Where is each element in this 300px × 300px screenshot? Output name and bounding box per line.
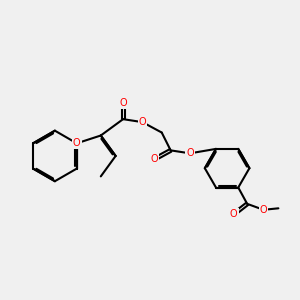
Text: O: O (230, 209, 238, 219)
Text: O: O (260, 205, 267, 215)
Text: O: O (139, 117, 146, 127)
Text: O: O (73, 138, 81, 148)
Text: O: O (186, 148, 194, 158)
Text: O: O (119, 98, 127, 108)
Text: O: O (151, 154, 158, 164)
